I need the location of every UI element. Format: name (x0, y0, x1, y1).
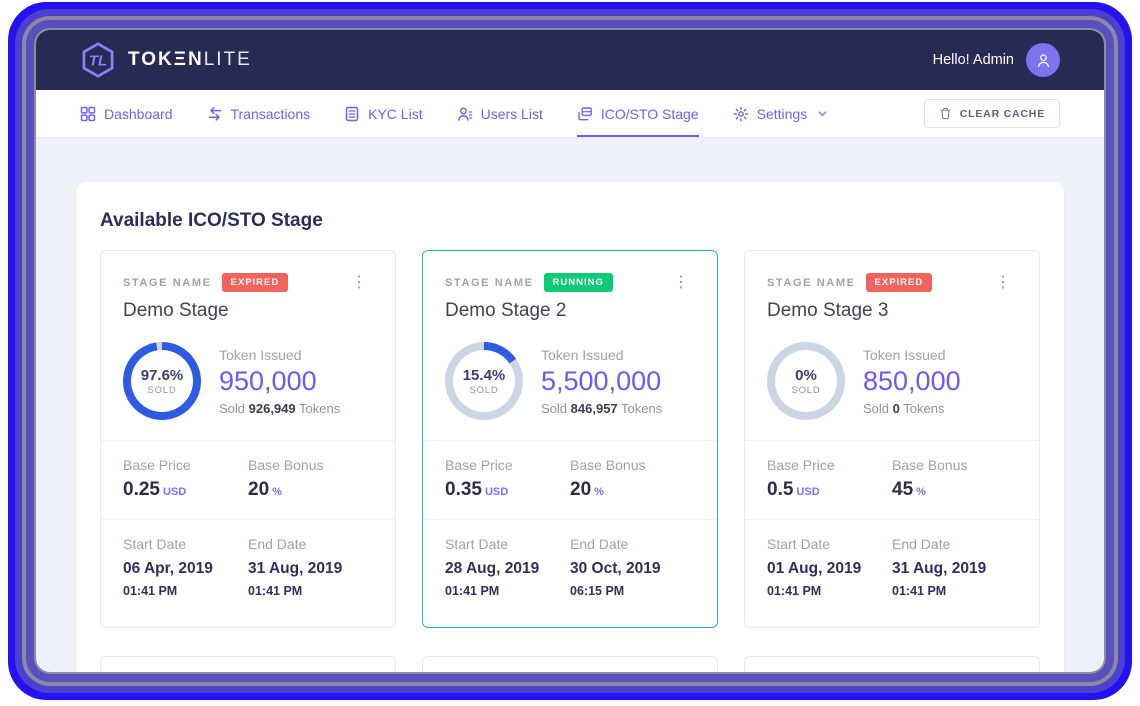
base-price-label: Base Price (767, 457, 835, 473)
stage-name-label: STAGE NAME (767, 276, 856, 289)
end-date-value: 31 Aug, 2019 01:41 PM (248, 560, 343, 599)
token-issued-label: Token Issued (541, 346, 624, 363)
swap-arrows-icon (208, 106, 221, 121)
clear-cache-button[interactable]: CLEAR CACHE (923, 99, 1060, 128)
gear-icon (733, 106, 749, 121)
next-cards-row (100, 655, 1040, 672)
status-badge: EXPIRED (865, 273, 933, 292)
nav-label: Transactions (230, 105, 311, 122)
start-date-value: 28 Aug, 2019 01:41 PM (445, 560, 540, 599)
nav-users-list[interactable]: Users List (457, 90, 543, 137)
end-date-label: End Date (248, 536, 307, 552)
stage-card: STAGE NAME EXPIRED ⋮ Demo Stage 3 0% SOL… (744, 250, 1040, 628)
content-area: Available ICO/STO Stage STAGE NAME EXPIR… (36, 138, 1104, 672)
base-bonus-value: 20% (248, 479, 282, 500)
sold-percent: 15.4% (462, 366, 506, 384)
greeting-text: Hello! Admin (932, 52, 1014, 68)
sold-word: SOLD (147, 384, 177, 396)
token-issued-value: 950,000 (219, 365, 317, 396)
stage-name: Demo Stage (123, 300, 229, 321)
start-date-value: 06 Apr, 2019 01:41 PM (123, 560, 213, 599)
nav-transactions[interactable]: Transactions (207, 90, 311, 137)
user-avatar[interactable] (1026, 43, 1060, 77)
base-bonus-label: Base Bonus (248, 457, 324, 473)
token-issued-label: Token Issued (863, 346, 946, 363)
tokenlite-logo-icon: TL (82, 42, 114, 78)
nav-label: KYC List (368, 105, 423, 122)
card-menu-button[interactable]: ⋮ (673, 273, 689, 291)
start-date-value: 01 Aug, 2019 01:41 PM (767, 560, 862, 599)
svg-text:TL: TL (89, 52, 107, 69)
base-bonus-value: 45% (892, 479, 926, 500)
brand-logo[interactable]: TL TOKΞNLITE (80, 42, 252, 78)
token-issued-value: 850,000 (863, 365, 961, 396)
start-date-label: Start Date (767, 536, 831, 552)
main-nav: Dashboard Transactions KYC List (36, 90, 1104, 138)
nav-dashboard[interactable]: Dashboard (80, 90, 173, 137)
stage-card-partial (744, 655, 1040, 672)
status-badge: RUNNING (543, 273, 613, 292)
nav-ico-sto-stage[interactable]: ICO/STO Stage (576, 90, 699, 137)
card-menu-button[interactable]: ⋮ (995, 273, 1011, 291)
nav-label: Settings (756, 105, 808, 122)
start-date-label: Start Date (445, 536, 509, 552)
stage-card-partial (100, 655, 396, 672)
card-menu-button[interactable]: ⋮ (351, 273, 367, 291)
base-price-value: 0.35 USD (445, 479, 509, 500)
user-icon (1037, 53, 1049, 67)
nav-label: Dashboard (104, 105, 173, 122)
stage-card: STAGE NAME EXPIRED ⋮ Demo Stage 97.6% SO… (100, 250, 396, 628)
nav-kyc-list[interactable]: KYC List (344, 90, 423, 137)
status-badge: EXPIRED (221, 273, 289, 292)
sold-donut-chart: 97.6% SOLD (123, 342, 201, 420)
stage-name: Demo Stage 3 (767, 300, 889, 321)
end-date-value: 31 Aug, 2019 01:41 PM (892, 560, 987, 599)
sold-word: SOLD (791, 384, 821, 396)
token-issued-value: 5,500,000 (541, 365, 662, 396)
stage-name-label: STAGE NAME (123, 276, 212, 289)
nav-settings[interactable]: Settings (733, 90, 829, 137)
sold-percent: 97.6% (140, 366, 184, 384)
users-icon (457, 107, 472, 121)
brand-name: TOKΞNLITE (128, 49, 252, 70)
stage-card-partial (422, 655, 718, 672)
stage-name-label: STAGE NAME (445, 276, 534, 289)
base-bonus-value: 20% (570, 479, 604, 500)
stage-name: Demo Stage 2 (445, 300, 567, 321)
dashboard-grid-icon (80, 106, 96, 121)
sold-donut-chart: 0% SOLD (767, 342, 845, 420)
nav-label: Users List (480, 105, 543, 122)
trash-icon (940, 107, 951, 120)
end-date-label: End Date (892, 536, 951, 552)
base-price-label: Base Price (445, 457, 513, 473)
stage-card-selected: STAGE NAME RUNNING ⋮ Demo Stage 2 15.4% … (422, 250, 718, 628)
sold-word: SOLD (469, 384, 499, 396)
base-bonus-label: Base Bonus (892, 457, 968, 473)
chevron-down-icon (818, 111, 827, 117)
base-price-value: 0.5 USD (767, 479, 820, 500)
base-price-value: 0.25 USD (123, 479, 187, 500)
clear-cache-label: CLEAR CACHE (959, 107, 1045, 120)
stage-cards-row: STAGE NAME EXPIRED ⋮ Demo Stage 97.6% SO… (100, 250, 1040, 628)
app-window: TL TOKΞNLITE Hello! Admin (36, 30, 1104, 672)
sold-donut-chart: 15.4% SOLD (445, 342, 523, 420)
page-title: Available ICO/STO Stage (100, 210, 323, 231)
start-date-label: Start Date (123, 536, 187, 552)
end-date-label: End Date (570, 536, 629, 552)
end-date-value: 30 Oct, 2019 06:15 PM (570, 560, 661, 599)
nav-label: ICO/STO Stage (600, 105, 699, 122)
sold-tokens-line: Sold 846,957 Tokens (541, 400, 663, 416)
base-bonus-label: Base Bonus (570, 457, 646, 473)
sold-tokens-line: Sold 926,949 Tokens (219, 400, 341, 416)
top-header: TL TOKΞNLITE Hello! Admin (36, 30, 1104, 90)
list-clipboard-icon (345, 106, 359, 121)
base-price-label: Base Price (123, 457, 191, 473)
stages-panel: Available ICO/STO Stage STAGE NAME EXPIR… (76, 182, 1064, 672)
sold-tokens-line: Sold 0 Tokens (863, 400, 945, 416)
sold-percent: 0% (795, 366, 817, 384)
token-issued-label: Token Issued (219, 346, 302, 363)
coins-stack-icon (578, 106, 592, 120)
